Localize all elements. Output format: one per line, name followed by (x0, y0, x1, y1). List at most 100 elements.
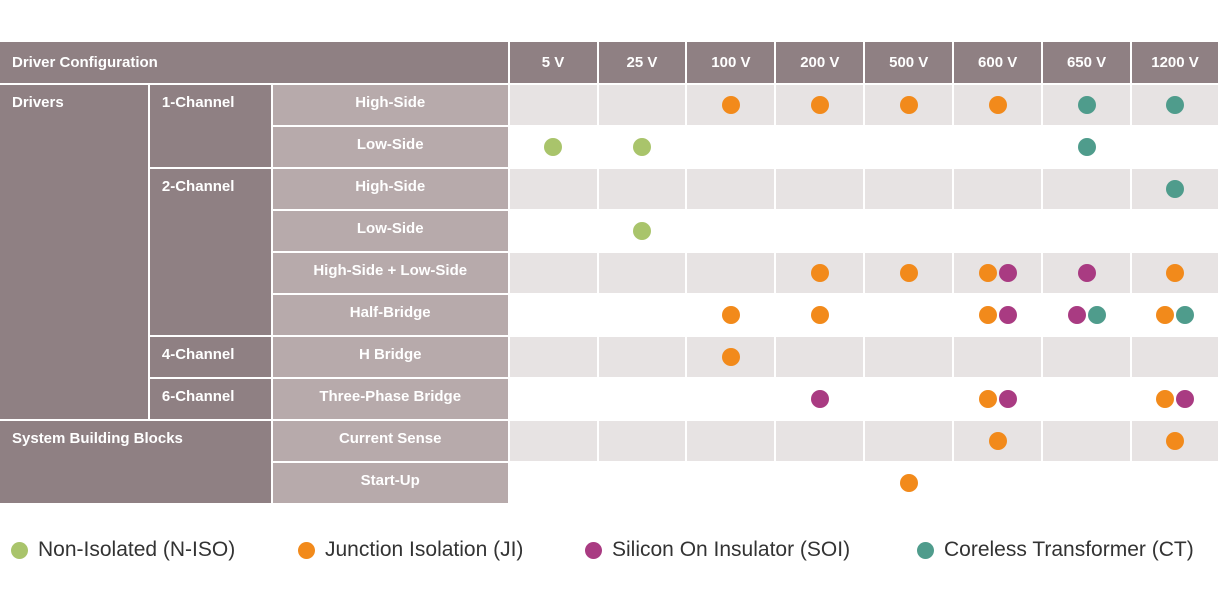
matrix-cell (775, 210, 866, 253)
green-dot-icon (11, 541, 28, 559)
matrix-cell (508, 168, 599, 211)
matrix-cell (686, 420, 777, 463)
orange-dot-icon (810, 263, 829, 282)
voltage-header: 100 V (686, 42, 777, 85)
matrix-cell (508, 462, 599, 505)
green-dot-icon (632, 221, 651, 240)
matrix-cell (508, 126, 599, 169)
header-row: Driver Configuration 5 V 25 V 100 V 200 … (0, 42, 1220, 85)
matrix-cell (953, 420, 1044, 463)
table-row: Half-Bridge (0, 294, 1220, 337)
matrix-cell (508, 210, 599, 253)
purple-dot-icon (810, 389, 829, 408)
matrix-cell (775, 126, 866, 169)
config-label: Low-Side (271, 210, 510, 253)
orange-dot-icon (978, 305, 997, 324)
matrix-cell (508, 294, 599, 337)
config-label: High-Side (271, 168, 510, 211)
matrix-cell (686, 336, 777, 379)
voltage-header: 500 V (864, 42, 955, 85)
purple-dot-icon (1176, 389, 1194, 408)
matrix-cell (508, 420, 599, 463)
matrix-cell (953, 336, 1044, 379)
matrix-cell (1131, 126, 1220, 169)
matrix-cell (775, 252, 866, 295)
legend-item-ct: Coreless Transformer (CT) (916, 534, 1194, 566)
voltage-header: 5 V (508, 42, 599, 85)
table-row: Low-Side (0, 126, 1220, 169)
channel-2: 2-Channel (148, 168, 273, 337)
matrix-cell (1131, 84, 1220, 127)
driver-configuration-matrix: Driver Configuration 5 V 25 V 100 V 200 … (0, 42, 1220, 505)
matrix-cell (686, 252, 777, 295)
matrix-cell (597, 252, 688, 295)
matrix-cell (597, 336, 688, 379)
matrix-cell (1042, 420, 1133, 463)
matrix-cell (864, 336, 955, 379)
matrix-cell (864, 294, 955, 337)
matrix-cell (775, 378, 866, 421)
table-row: System Building Blocks Current Sense (0, 420, 1220, 505)
matrix-cell (953, 462, 1044, 505)
orange-dot-icon (899, 95, 918, 114)
matrix-cell (864, 378, 955, 421)
matrix-cell (508, 252, 599, 295)
table-row: High-Side + Low-Side (0, 252, 1220, 295)
matrix-cell (864, 210, 955, 253)
orange-dot-icon (810, 95, 829, 114)
voltage-header: 25 V (597, 42, 688, 85)
matrix-cell (775, 294, 866, 337)
voltage-header: 1200 V (1131, 42, 1220, 85)
orange-dot-icon (721, 305, 740, 324)
legend-label: Junction Isolation (JI) (325, 538, 524, 561)
voltage-header: 650 V (1042, 42, 1133, 85)
orange-dot-icon (1156, 305, 1174, 324)
orange-dot-icon (978, 389, 997, 408)
matrix-cell (864, 84, 955, 127)
orange-dot-icon (1156, 389, 1174, 408)
matrix-cell (775, 420, 866, 463)
config-label: H Bridge (271, 336, 510, 379)
matrix-cell (864, 126, 955, 169)
orange-dot-icon (721, 347, 740, 366)
green-dot-icon (632, 137, 651, 156)
matrix-cell (1042, 84, 1133, 127)
purple-dot-icon (585, 541, 602, 559)
teal-dot-icon (1176, 305, 1194, 324)
matrix-cell (864, 252, 955, 295)
matrix-cell (597, 126, 688, 169)
matrix-cell (953, 84, 1044, 127)
table-row: 2-Channel High-Side (0, 168, 1220, 337)
driver-configuration-header: Driver Configuration (0, 42, 510, 85)
matrix-cell (686, 462, 777, 505)
teal-dot-icon (1166, 95, 1184, 114)
matrix-cell (597, 168, 688, 211)
matrix-cell (953, 252, 1044, 295)
legend: Non-Isolated (N-ISO) Junction Isolation … (0, 534, 1220, 566)
matrix-cell (1042, 462, 1133, 505)
purple-dot-icon (998, 305, 1017, 324)
matrix-cell (1042, 210, 1133, 253)
voltage-header: 200 V (775, 42, 866, 85)
teal-dot-icon (1166, 179, 1184, 198)
matrix-cell (508, 378, 599, 421)
config-label: Start-Up (271, 462, 510, 505)
orange-dot-icon (899, 263, 918, 282)
channel-6: 6-Channel (148, 378, 273, 421)
table-row: Low-Side (0, 210, 1220, 253)
legend-item-soi: Silicon On Insulator (SOI) (584, 534, 850, 566)
matrix-cell (953, 294, 1044, 337)
matrix-cell (686, 294, 777, 337)
matrix-cell (1042, 126, 1133, 169)
channel-4: 4-Channel (148, 336, 273, 379)
matrix-cell (1042, 168, 1133, 211)
matrix-cell (1131, 210, 1220, 253)
matrix-cell (775, 84, 866, 127)
matrix-cell (597, 84, 688, 127)
config-label: High-Side + Low-Side (271, 252, 510, 295)
orange-dot-icon (978, 263, 997, 282)
teal-dot-icon (1087, 305, 1106, 324)
matrix-cell (1042, 252, 1133, 295)
matrix-cell (1131, 168, 1220, 211)
voltage-header: 600 V (953, 42, 1044, 85)
